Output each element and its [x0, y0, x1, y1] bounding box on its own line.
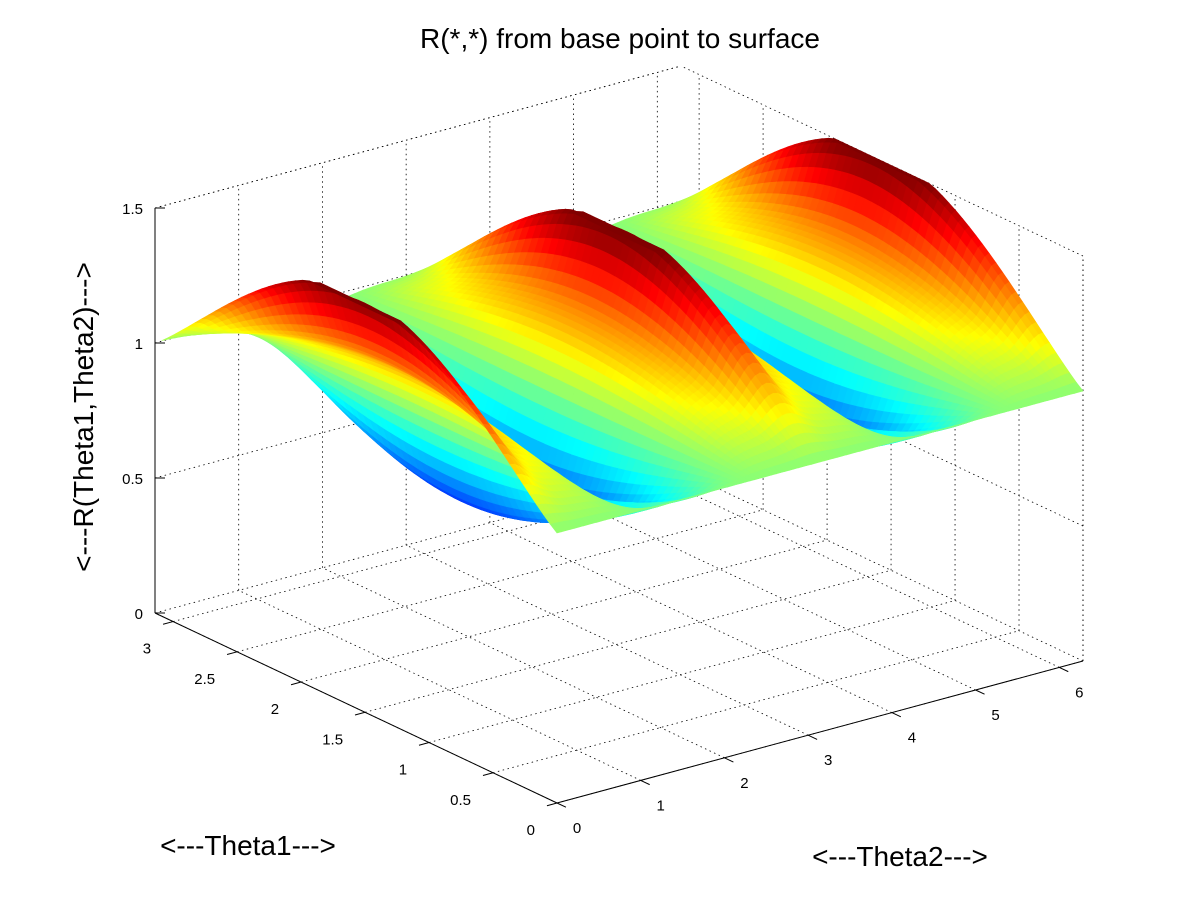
grid-line — [428, 600, 956, 743]
grid-line — [405, 544, 809, 736]
grid-line — [154, 65, 682, 209]
surface-mesh — [161, 137, 1084, 534]
grid-line — [573, 499, 976, 691]
grid-line — [322, 567, 725, 759]
grid-line — [236, 509, 764, 653]
grid-line — [154, 470, 682, 614]
grid-line — [489, 522, 893, 713]
grid-line — [173, 479, 700, 622]
grid-line — [492, 630, 1020, 774]
grid-line — [680, 65, 1084, 257]
grid-line — [238, 590, 641, 781]
grid-line — [154, 335, 682, 479]
grid-line — [154, 65, 682, 209]
grid-line — [680, 470, 1084, 662]
grid-line — [364, 569, 892, 713]
grid-line — [300, 539, 828, 683]
grid-line — [657, 477, 1060, 668]
